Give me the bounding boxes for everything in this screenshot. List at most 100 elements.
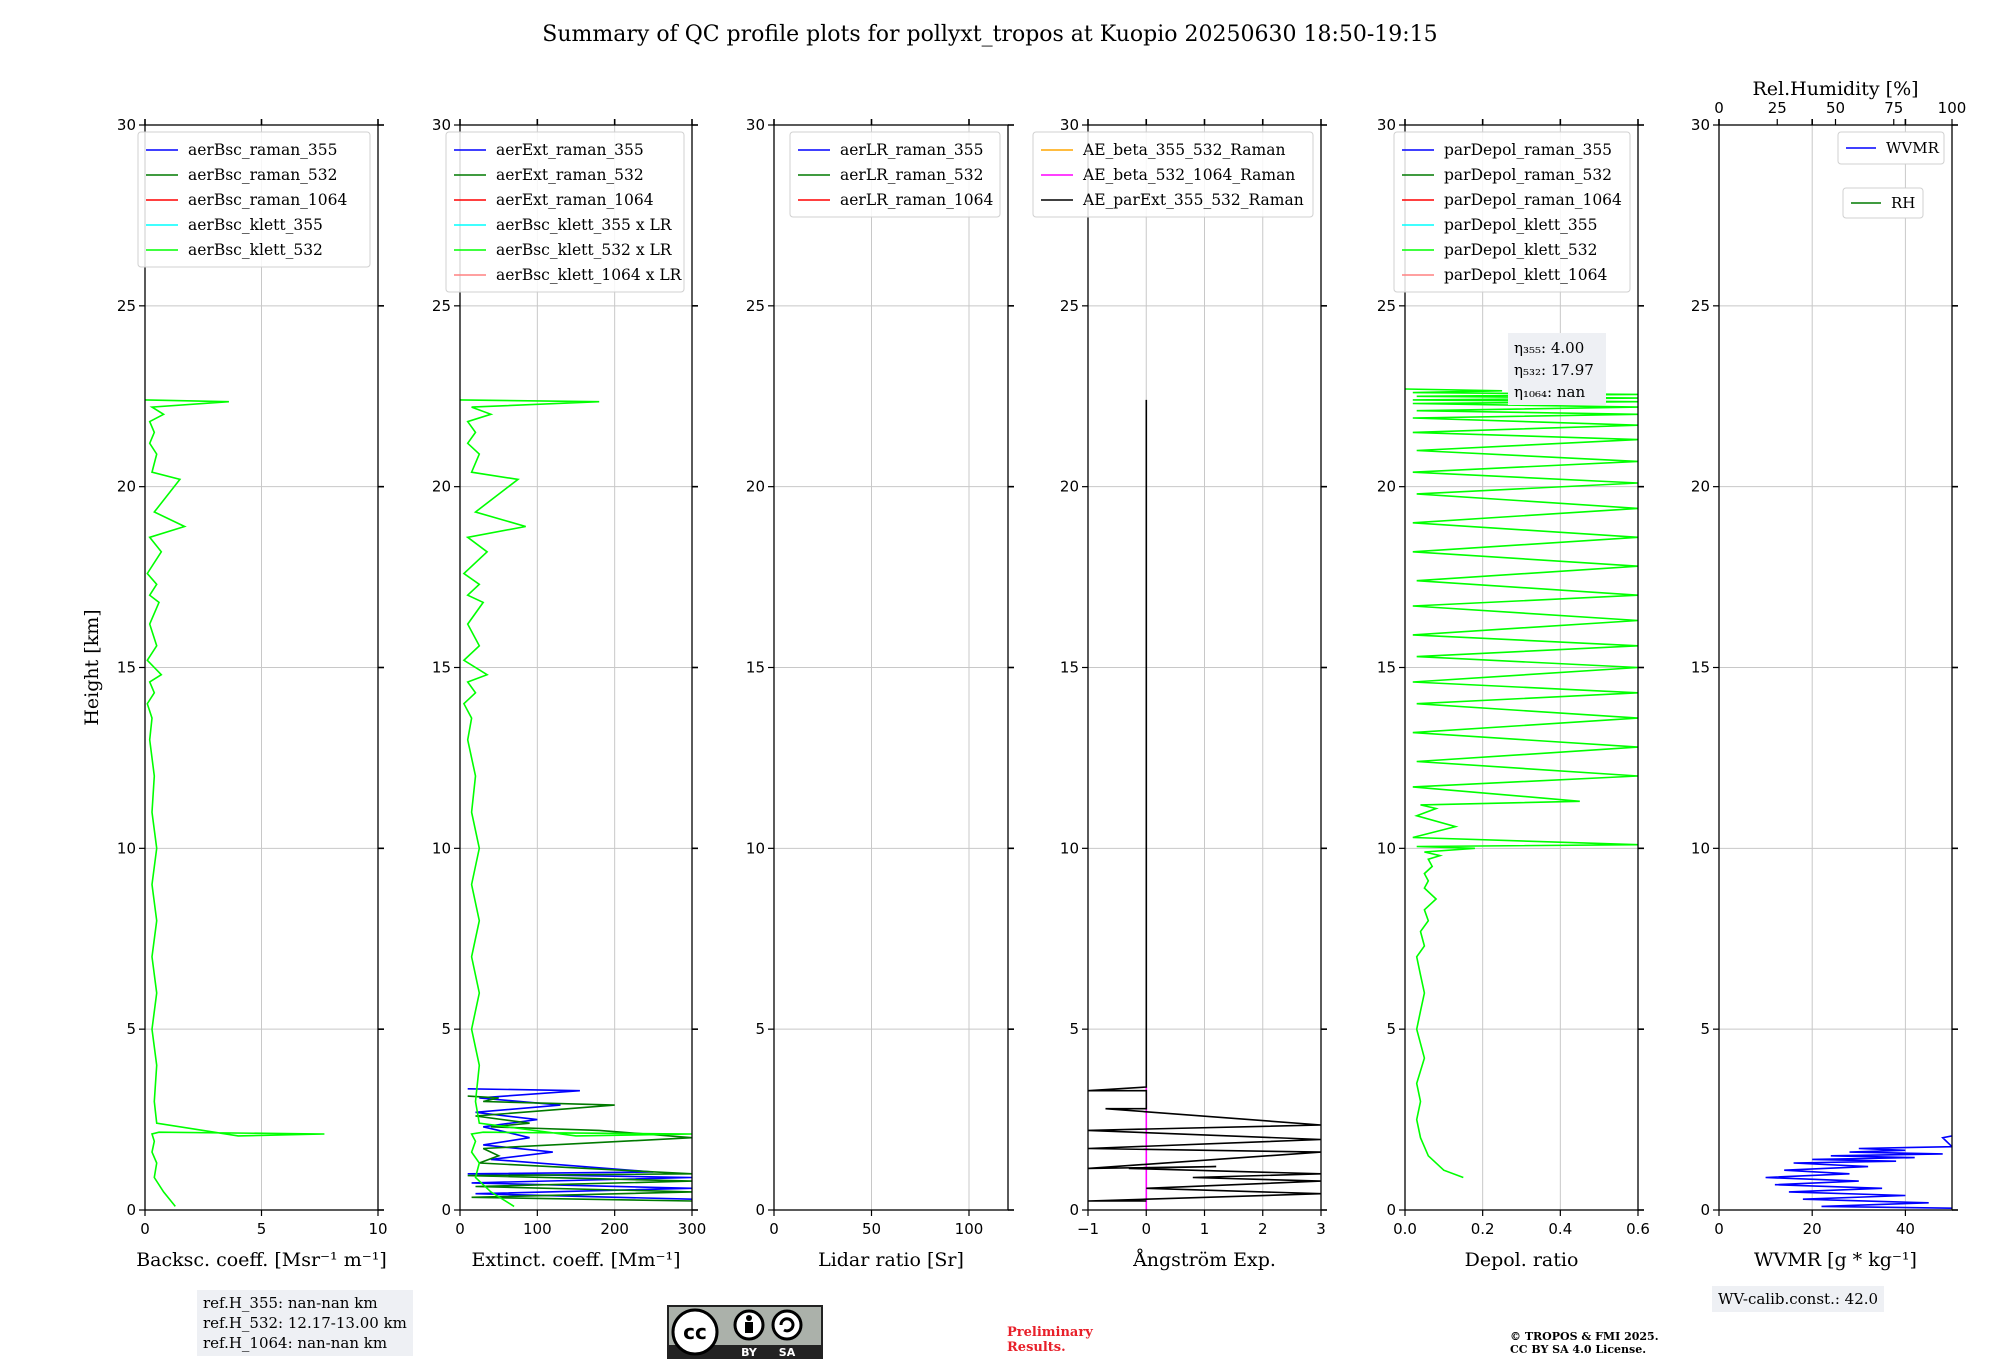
y-tick-label: 25	[1060, 297, 1079, 315]
y-tick-label: 30	[432, 116, 451, 134]
series-line-parDepol_klett_532	[1405, 388, 1638, 1179]
legend-label: aerBsc_raman_355	[188, 141, 338, 159]
wv-calibration-constant: WV-calib.const.: 42.0	[1718, 1290, 1879, 1308]
x-tick-label: 0	[769, 1220, 779, 1238]
y-tick-label: 30	[746, 116, 765, 134]
y-tick-label: 0	[755, 1201, 765, 1219]
copyright-line-1: © TROPOS & FMI 2025.	[1510, 1330, 1659, 1343]
ref-height-355: ref.H_355: nan-nan km	[203, 1294, 378, 1312]
legend-label: parDepol_raman_355	[1444, 141, 1612, 159]
y-tick-label: 0	[1700, 1201, 1710, 1219]
y-tick-label: 15	[1060, 659, 1079, 677]
preliminary-line-2: Results.	[1007, 1340, 1066, 1355]
legend-label: aerBsc_raman_1064	[188, 191, 348, 209]
y-tick-label: 20	[746, 478, 765, 496]
x-tick-label: 100	[955, 1220, 984, 1238]
legend-label: AE_beta_355_532_Raman	[1082, 141, 1285, 159]
x-tick-label: 10	[368, 1220, 387, 1238]
legend-label: parDepol_klett_355	[1444, 216, 1597, 234]
y-tick-label: 20	[1377, 478, 1396, 496]
x-tick-label: 100	[523, 1220, 552, 1238]
x-axis-label: Backsc. coeff. [Msr⁻¹ m⁻¹]	[136, 1249, 387, 1271]
y-tick-label: 0	[1386, 1201, 1396, 1219]
legend-label: aerLR_raman_355	[840, 141, 983, 159]
y-tick-label: 5	[1386, 1020, 1396, 1038]
y-tick-label: 0	[126, 1201, 136, 1219]
legend-box	[1032, 131, 1314, 218]
legend-box	[1842, 187, 1924, 219]
series-line-aerExt_raman_532	[467, 1095, 692, 1202]
cc-logo-by: BY	[741, 1346, 758, 1359]
y-tick-label: 30	[1691, 116, 1710, 134]
legend-label: aerBsc_klett_532	[188, 241, 323, 259]
y-tick-label: 10	[432, 839, 451, 857]
y-tick-label: 25	[1377, 297, 1396, 315]
y-tick-label: 10	[1691, 839, 1710, 857]
y-tick-label: 20	[432, 478, 451, 496]
legend-label: parDepol_klett_532	[1444, 241, 1597, 259]
x-top-axis-label: Rel.Humidity [%]	[1752, 78, 1918, 100]
y-tick-label: 10	[117, 839, 136, 857]
y-tick-label: 10	[746, 839, 765, 857]
reference-height-box: ref.H_355: nan-nan km ref.H_532: 12.17-1…	[197, 1290, 413, 1356]
legend-label: parDepol_klett_1064	[1444, 266, 1607, 284]
ref-height-1064: ref.H_1064: nan-nan km	[203, 1334, 388, 1352]
legend-box	[137, 131, 371, 268]
cc-logo-text: cc	[683, 1320, 707, 1344]
x-tick-label: 300	[678, 1220, 707, 1238]
x-tick-label: 0.4	[1548, 1220, 1572, 1238]
preliminary-note: Preliminary Results.	[1007, 1325, 1093, 1355]
legend-label: aerBsc_klett_355	[188, 216, 323, 234]
y-tick-label: 15	[117, 659, 136, 677]
x-tick-label: 3	[1316, 1220, 1326, 1238]
y-tick-label: 5	[1069, 1020, 1079, 1038]
eta-value: η₅₃₂: 17.97	[1514, 361, 1594, 379]
legend-label: AE_parExt_355_532_Raman	[1082, 191, 1304, 209]
y-tick-label: 30	[117, 116, 136, 134]
copyright-note: © TROPOS & FMI 2025. CC BY SA 4.0 Licens…	[1510, 1330, 1659, 1356]
x-tick-label: 40	[1896, 1220, 1915, 1238]
x-axis-label: Depol. ratio	[1465, 1249, 1579, 1271]
eta-value: η₁₀₆₄: nan	[1514, 383, 1585, 401]
y-tick-label: 10	[1060, 839, 1079, 857]
series-line-WVMR	[1765, 1135, 1952, 1209]
legend-label: aerBsc_klett_355 x LR	[496, 216, 673, 234]
x-tick-label: 0	[140, 1220, 150, 1238]
legend-label: aerExt_raman_1064	[496, 191, 654, 209]
y-tick-label: 5	[755, 1020, 765, 1038]
y-tick-label: 30	[1060, 116, 1079, 134]
legend-label: WVMR	[1886, 139, 1940, 157]
y-tick-label: 15	[1377, 659, 1396, 677]
x-top-tick-label: 25	[1768, 99, 1787, 117]
panel-lidar-ratio: 0 5 10 15 20 25 30 0 50 100 Lidar ratio [Sr] aerLR_…	[746, 116, 1014, 1271]
x-tick-label: 5	[257, 1220, 267, 1238]
legend-box	[1393, 131, 1631, 293]
x-tick-label: 200	[600, 1220, 629, 1238]
y-tick-label: 15	[1691, 659, 1710, 677]
y-tick-label: 5	[1700, 1020, 1710, 1038]
legend-box	[445, 131, 685, 293]
y-tick-label: 15	[432, 659, 451, 677]
y-tick-label: 25	[432, 297, 451, 315]
ref-height-532: ref.H_532: 12.17-13.00 km	[203, 1314, 407, 1332]
legend-label: RH	[1891, 194, 1915, 212]
y-tick-label: 0	[441, 1201, 451, 1219]
legend-label: aerExt_raman_532	[496, 166, 644, 184]
legend-label: aerLR_raman_532	[840, 166, 983, 184]
y-tick-label: 20	[117, 478, 136, 496]
legend-label: aerBsc_klett_532 x LR	[496, 241, 673, 259]
x-tick-label: 1	[1200, 1220, 1210, 1238]
legend-box	[789, 131, 1001, 218]
panel-depolarization: 0 5 10 15 20 25 30 0.0 0.2 0.4 0.6 Depol. ratio parD…	[1377, 116, 1650, 1271]
legend-label: aerExt_raman_355	[496, 141, 644, 159]
x-top-tick-label: 50	[1826, 99, 1845, 117]
x-axis-label: Ångström Exp.	[1132, 1249, 1276, 1271]
series-line-aerBsc_klett_532	[145, 399, 325, 1207]
x-tick-label: 0	[1714, 1220, 1724, 1238]
y-tick-label: 15	[746, 659, 765, 677]
legend-box	[1837, 131, 1945, 165]
